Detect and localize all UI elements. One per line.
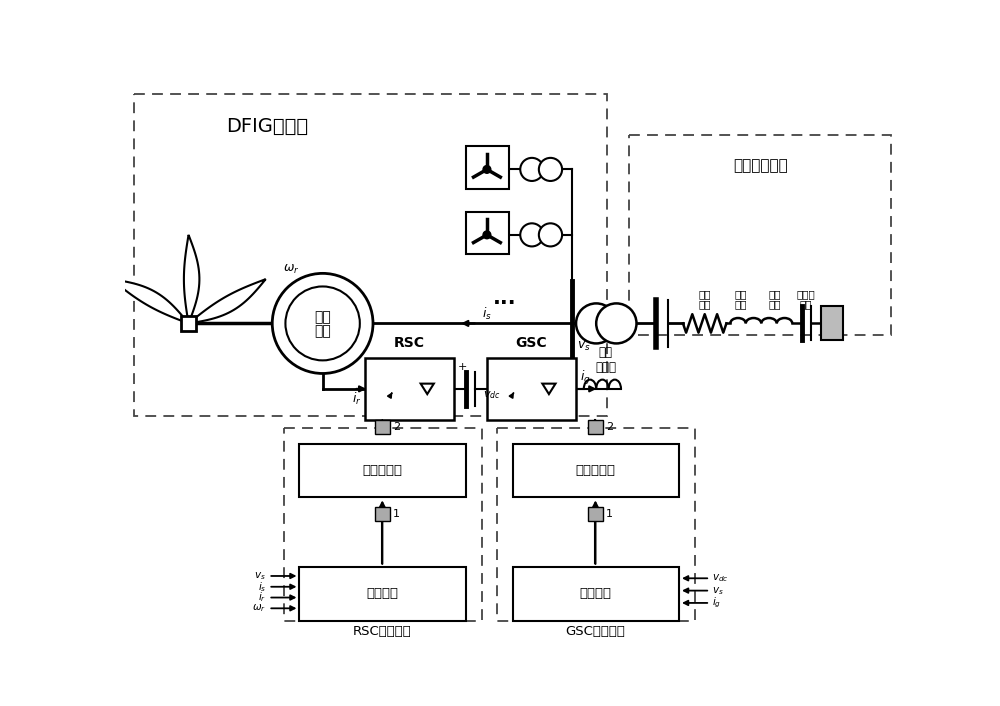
Text: $v_s$: $v_s$	[254, 570, 266, 582]
Text: 反馈测量: 反馈测量	[366, 587, 398, 600]
Circle shape	[483, 166, 491, 173]
Text: $i_s$: $i_s$	[258, 580, 266, 594]
Text: 串补: 串补	[768, 289, 781, 299]
Text: 无穷大: 无穷大	[796, 289, 815, 299]
Bar	[821, 306, 843, 340]
Text: 感应: 感应	[314, 310, 331, 324]
Bar	[375, 508, 390, 521]
Bar	[181, 316, 196, 331]
Circle shape	[272, 273, 373, 373]
Bar	[466, 212, 509, 254]
Text: 反馈测量: 反馈测量	[579, 587, 611, 600]
Text: $v_s$: $v_s$	[712, 585, 724, 597]
Text: 线路: 线路	[735, 289, 747, 299]
Text: 电机: 电机	[314, 324, 331, 338]
Bar	[466, 146, 509, 189]
Circle shape	[483, 231, 491, 239]
Bar	[512, 443, 679, 498]
Text: 电容: 电容	[768, 299, 781, 309]
Polygon shape	[421, 383, 434, 394]
Text: GSC控制系统: GSC控制系统	[565, 625, 625, 638]
Bar	[284, 428, 482, 621]
Bar	[375, 419, 390, 433]
Bar	[588, 508, 603, 521]
Text: 电网: 电网	[799, 299, 812, 309]
Text: 1: 1	[606, 510, 613, 520]
Text: 串补输电系统: 串补输电系统	[733, 158, 788, 173]
Circle shape	[520, 158, 544, 181]
Bar	[299, 567, 466, 621]
Text: $i_g$: $i_g$	[712, 596, 722, 610]
Text: +: +	[457, 362, 467, 372]
Bar	[588, 419, 603, 433]
Text: $\omega_r$: $\omega_r$	[283, 263, 300, 276]
Circle shape	[285, 287, 360, 360]
Text: GSC: GSC	[515, 336, 547, 350]
Bar	[487, 358, 576, 419]
Bar	[512, 567, 679, 621]
Text: ...: ...	[493, 288, 517, 308]
Text: $i_s$: $i_s$	[482, 306, 491, 322]
Text: 线路: 线路	[698, 289, 711, 299]
Text: $\omega_r$: $\omega_r$	[252, 602, 266, 614]
Polygon shape	[184, 235, 199, 323]
Text: $i_r$: $i_r$	[352, 391, 361, 407]
Circle shape	[576, 304, 616, 343]
Bar	[497, 428, 695, 621]
Bar	[365, 358, 454, 419]
Text: 筱式
变压器: 筱式 变压器	[595, 347, 616, 374]
Text: RSC控制系统: RSC控制系统	[353, 625, 412, 638]
Text: $i_g$: $i_g$	[580, 369, 591, 387]
Circle shape	[539, 223, 562, 246]
Text: 2: 2	[393, 421, 400, 431]
Polygon shape	[111, 279, 189, 323]
Text: 1: 1	[393, 510, 400, 520]
Text: 2: 2	[606, 421, 613, 431]
Text: DFIG风电场: DFIG风电场	[226, 117, 308, 136]
Text: $v_{dc}$: $v_{dc}$	[712, 573, 729, 584]
Circle shape	[596, 304, 637, 343]
Bar	[299, 443, 466, 498]
Text: 电感: 电感	[735, 299, 747, 309]
Text: 电阵: 电阵	[698, 299, 711, 309]
Bar	[629, 135, 891, 335]
Polygon shape	[189, 279, 266, 323]
Text: $v_{dc}$: $v_{dc}$	[483, 389, 501, 401]
Text: $i_r$: $i_r$	[258, 591, 266, 604]
Text: $v_s$: $v_s$	[577, 340, 591, 353]
Bar	[134, 94, 607, 416]
Circle shape	[520, 223, 544, 246]
Text: 双闭环控制: 双闭环控制	[575, 464, 615, 477]
Polygon shape	[542, 383, 556, 394]
Circle shape	[539, 158, 562, 181]
Text: 双闭环控制: 双闭环控制	[362, 464, 402, 477]
Text: RSC: RSC	[394, 336, 425, 350]
